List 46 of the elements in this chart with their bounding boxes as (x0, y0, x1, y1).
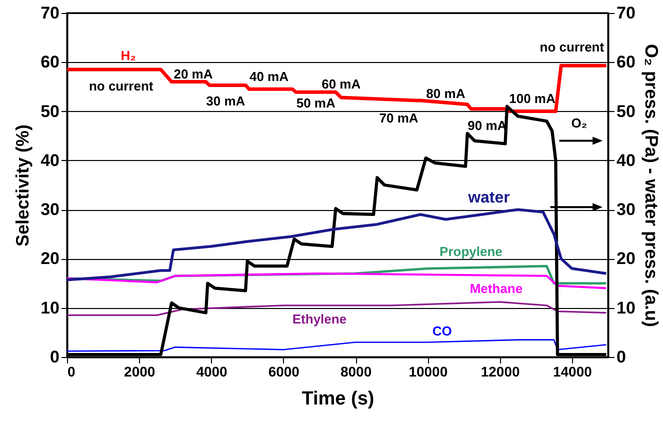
annotation: 20 mA (174, 66, 214, 82)
x-tick-label: 0 (68, 364, 76, 380)
y-tick-label: 40 (40, 150, 60, 170)
y2-tick-label: 40 (616, 150, 636, 170)
series-label: H₂ (120, 48, 136, 64)
y2-tick-label: 60 (616, 52, 636, 72)
y-tick-label: 70 (40, 4, 60, 22)
y-tick-label: 60 (40, 52, 60, 72)
line-series (66, 339, 607, 352)
y-tick-label: 0 (50, 348, 60, 366)
annotation: 60 mA (322, 76, 362, 92)
annotation: 70 mA (379, 110, 419, 126)
y-tick-label: 30 (40, 200, 60, 220)
x-tick-label: 6000 (268, 364, 300, 380)
y2-tick-label: 30 (616, 200, 636, 220)
y-tick-label: 20 (40, 249, 60, 268)
series-label: Propylene (440, 244, 502, 259)
x-tick-label: 14000 (552, 364, 592, 380)
series-label: Methane (470, 281, 523, 296)
y-tick-label: 10 (40, 298, 60, 318)
annotation: no current (88, 78, 154, 94)
series-label: Ethylene (292, 312, 347, 327)
x-tick-label: 8000 (340, 364, 372, 380)
y-axis-title: Selectivity (%) (12, 124, 33, 247)
x-tick-label: 12000 (480, 364, 520, 380)
y2-tick-label: 10 (616, 298, 636, 318)
annotation: 50 mA (296, 95, 336, 110)
x-axis-title: Time (s) (302, 388, 374, 410)
annotation: 40 mA (249, 68, 290, 84)
y2-tick-label: 0 (616, 348, 626, 366)
y2-tick-label: 20 (616, 249, 636, 268)
annotation: 30 mA (206, 93, 246, 108)
y2-tick-label: 70 (616, 4, 636, 22)
y-tick-label: 50 (40, 102, 60, 121)
series-label: CO (432, 323, 452, 338)
x-tick-label: 10000 (408, 364, 448, 380)
x-tick-label: 4000 (196, 364, 228, 380)
annotation: 80 mA (426, 86, 466, 102)
series-label: water (467, 189, 510, 206)
annotation: no current (540, 39, 605, 54)
series-label: O₂ (571, 116, 588, 131)
y2-tick-label: 50 (616, 102, 636, 121)
x-tick-label: 2000 (124, 364, 156, 380)
y2-axis-title: O₂ press. (Pa) - water press. (a.u) (641, 44, 662, 328)
annotation: 100 mA (509, 91, 556, 106)
line-series (66, 264, 608, 284)
